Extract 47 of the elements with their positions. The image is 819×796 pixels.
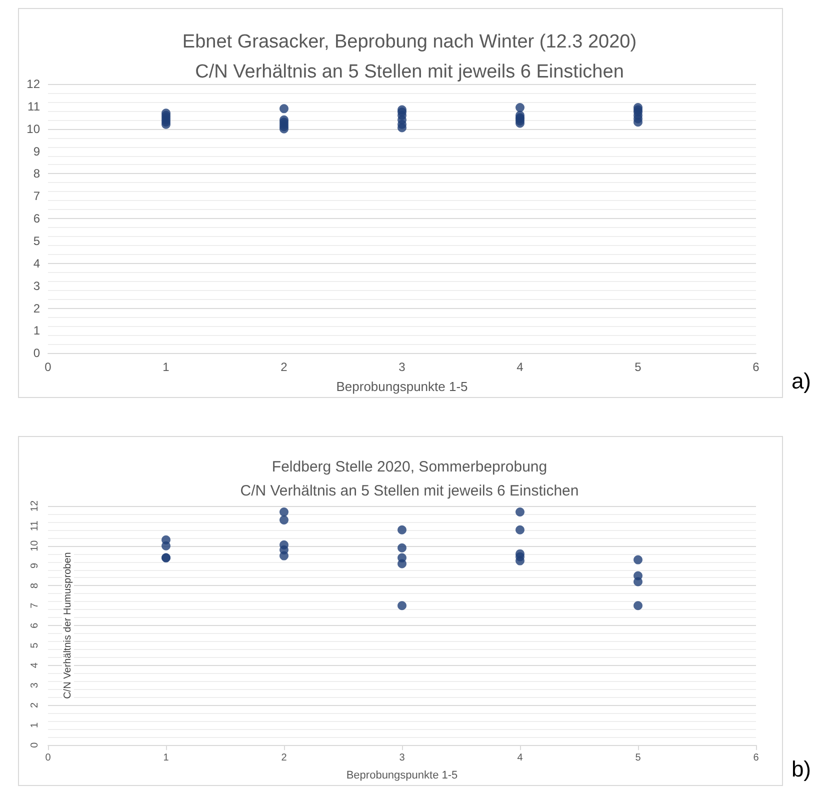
y-tick-label: 7	[30, 602, 40, 608]
y-tick-label: 7	[33, 189, 40, 204]
y-tick-label: 5	[30, 642, 40, 648]
y-tick-label: 10	[30, 540, 40, 552]
y-axis-title: C/N Verhältnis der Humusproben	[62, 552, 74, 699]
y-tick-label: 2	[30, 702, 40, 708]
x-axis-title: Beprobungspunkte 1-5	[346, 770, 458, 782]
y-tick-label: 1	[30, 722, 40, 728]
y-tick-label: 4	[30, 662, 40, 668]
y-tick-label: 2	[33, 301, 40, 316]
y-tick-label: 12	[30, 500, 40, 512]
x-tick-label: 0	[45, 752, 52, 764]
y-tick-label: 0	[33, 346, 40, 360]
x-tick-label: 6	[753, 752, 760, 764]
y-tick-label: 11	[28, 99, 40, 114]
x-tick-label: 3	[399, 752, 406, 764]
y-tick-label: 0	[30, 742, 40, 748]
y-tick-label: 10	[26, 122, 40, 136]
x-tick-label: 4	[517, 752, 524, 764]
y-tick-label: 3	[30, 682, 40, 688]
chart-title: Ebnet Grasacker, Beprobung nach Winter (12.3 2020) C/N Verhältnis an 5 Stellen mit jeweils 6 Einstichen	[182, 32, 637, 82]
y-tick-label: 6	[30, 622, 40, 628]
x-tick-label: 5	[634, 360, 642, 374]
x-tick-label: 4	[516, 360, 524, 374]
x-axis-title: Beprobungspunkte 1-5	[336, 379, 468, 394]
text: a)	[791, 368, 811, 394]
x-tick-label: 2	[281, 752, 288, 764]
x-tick-label: 2	[280, 360, 288, 374]
text: b)	[791, 756, 811, 782]
y-tick-label: 4	[33, 256, 40, 270]
x-tick-label: 0	[44, 360, 52, 374]
y-tick-label: 12	[26, 77, 40, 91]
y-tick-label: 9	[30, 562, 40, 569]
y-tick-label: 1	[33, 324, 40, 338]
y-tick-label: 8	[30, 582, 40, 588]
x-tick-label: 1	[163, 752, 170, 764]
chart-title: Feldberg Stelle 2020, Sommerbeprobung C/N Verhältnis an 5 Stellen mit jeweils 6 Einstichen	[240, 458, 579, 500]
x-tick-label: 1	[162, 360, 170, 374]
y-tick-label: 6	[33, 212, 40, 226]
x-tick-label: 6	[752, 360, 760, 374]
y-tick-label: 9	[33, 144, 40, 158]
y-tick-label: 11	[30, 520, 40, 532]
y-tick-label: 3	[33, 278, 40, 293]
x-tick-label: 5	[635, 752, 642, 764]
x-tick-label: 3	[398, 360, 406, 374]
y-tick-label: 8	[33, 166, 40, 181]
y-tick-label: 5	[33, 234, 40, 248]
